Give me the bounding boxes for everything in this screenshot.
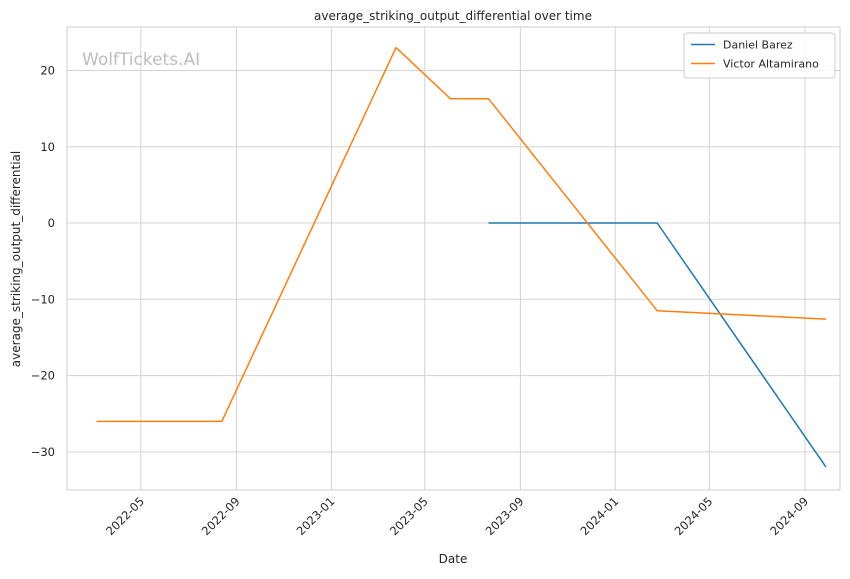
x-axis-label: Date (439, 552, 468, 566)
y-tick-label: 20 (40, 63, 55, 77)
legend-label-daniel-barez: Daniel Barez (723, 39, 793, 52)
x-tick-label: 2024-09 (767, 494, 811, 538)
y-tick-label: 10 (40, 140, 55, 154)
y-tick-label: −20 (31, 369, 55, 383)
y-tick-label: −10 (31, 292, 55, 306)
series (96, 46, 827, 468)
y-axis-ticks: 20 10 0 −10 −20 −30 (31, 63, 55, 458)
y-axis-label: average_striking_output_differential (9, 151, 23, 367)
plot-frame (66, 26, 841, 491)
x-tick-label: 2022-09 (199, 494, 243, 538)
x-tick-label: 2023-09 (483, 494, 527, 538)
watermark: WolfTickets.AI (82, 50, 200, 70)
x-tick-label: 2024-01 (577, 494, 621, 538)
x-tick-label: 2023-01 (294, 494, 338, 538)
legend-box (683, 32, 836, 79)
y-tick-label: 0 (48, 216, 55, 230)
x-tick-label: 2023-05 (387, 494, 431, 538)
series-line-victor-altamirano (96, 46, 827, 423)
x-tick-label: 2022-05 (103, 494, 147, 538)
x-tick-label: 2024-05 (672, 494, 716, 538)
y-tick-label: −30 (31, 445, 55, 459)
grid (67, 27, 840, 490)
legend: Daniel Barez Victor Altamirano (683, 32, 836, 79)
x-axis-ticks: 2022-05 2022-09 2023-01 2023-05 2023-09 2024-… (103, 494, 811, 538)
legend-label-victor-altamirano: Victor Altamirano (723, 58, 819, 71)
chart-title: average_striking_output_differential ove… (314, 9, 592, 23)
series-line-daniel-barez (488, 222, 827, 468)
